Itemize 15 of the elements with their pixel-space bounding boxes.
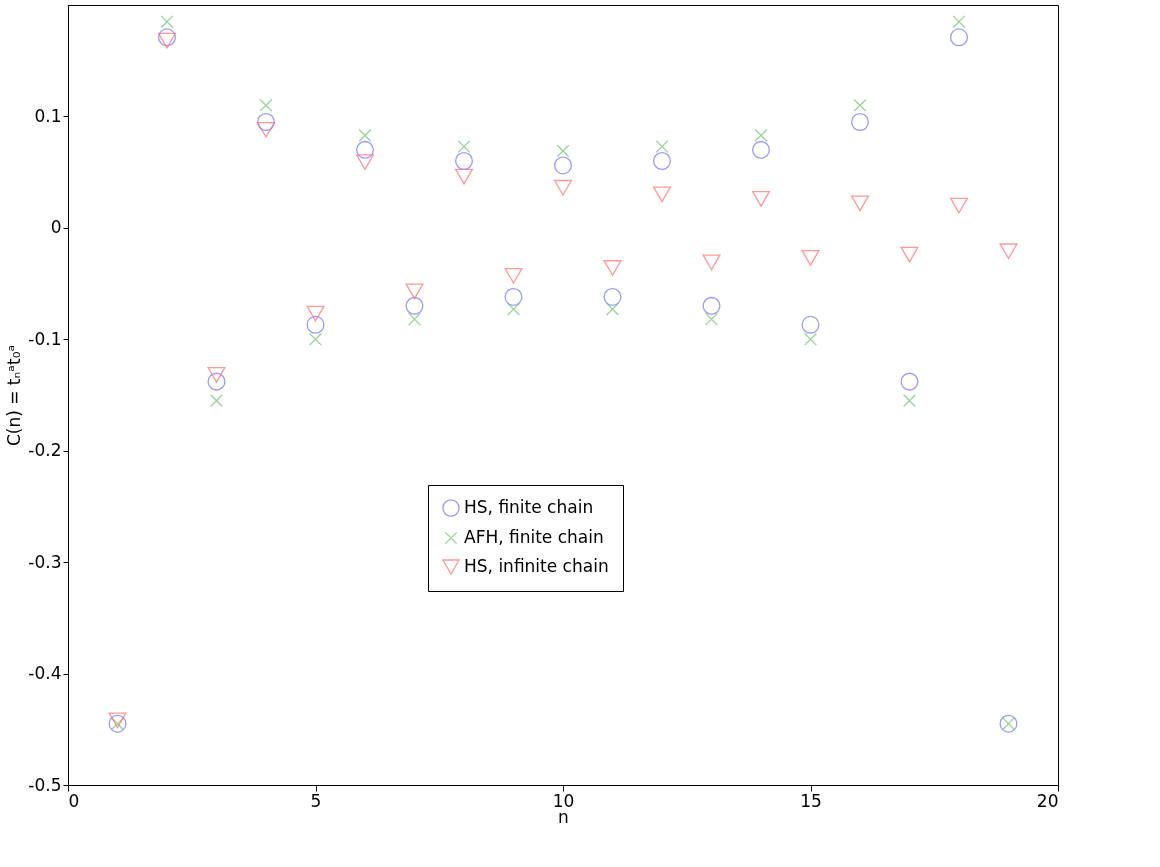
y-tick-label: -0.2 [28,440,62,461]
y-tick-label: -0.5 [28,774,62,795]
x-tick-label: 5 [310,790,322,811]
y-tick-label: -0.3 [28,551,62,572]
x-tick-label: 20 [1036,790,1059,811]
x-tick-label: 0 [68,790,80,811]
y-tick-label: -0.1 [28,328,62,349]
legend-label: HS, infinite chain [464,556,609,576]
y-tick-label: 0 [50,217,62,238]
y-tick-label: 0.1 [34,105,62,126]
legend-label: AFH, finite chain [464,527,604,547]
x-tick-label: 15 [800,790,822,811]
y-tick-label: -0.4 [28,663,62,684]
legend-label: HS, finite chain [464,497,594,517]
y-axis-title: C(n) = tₙᵃt₀ᵃ [4,344,25,447]
